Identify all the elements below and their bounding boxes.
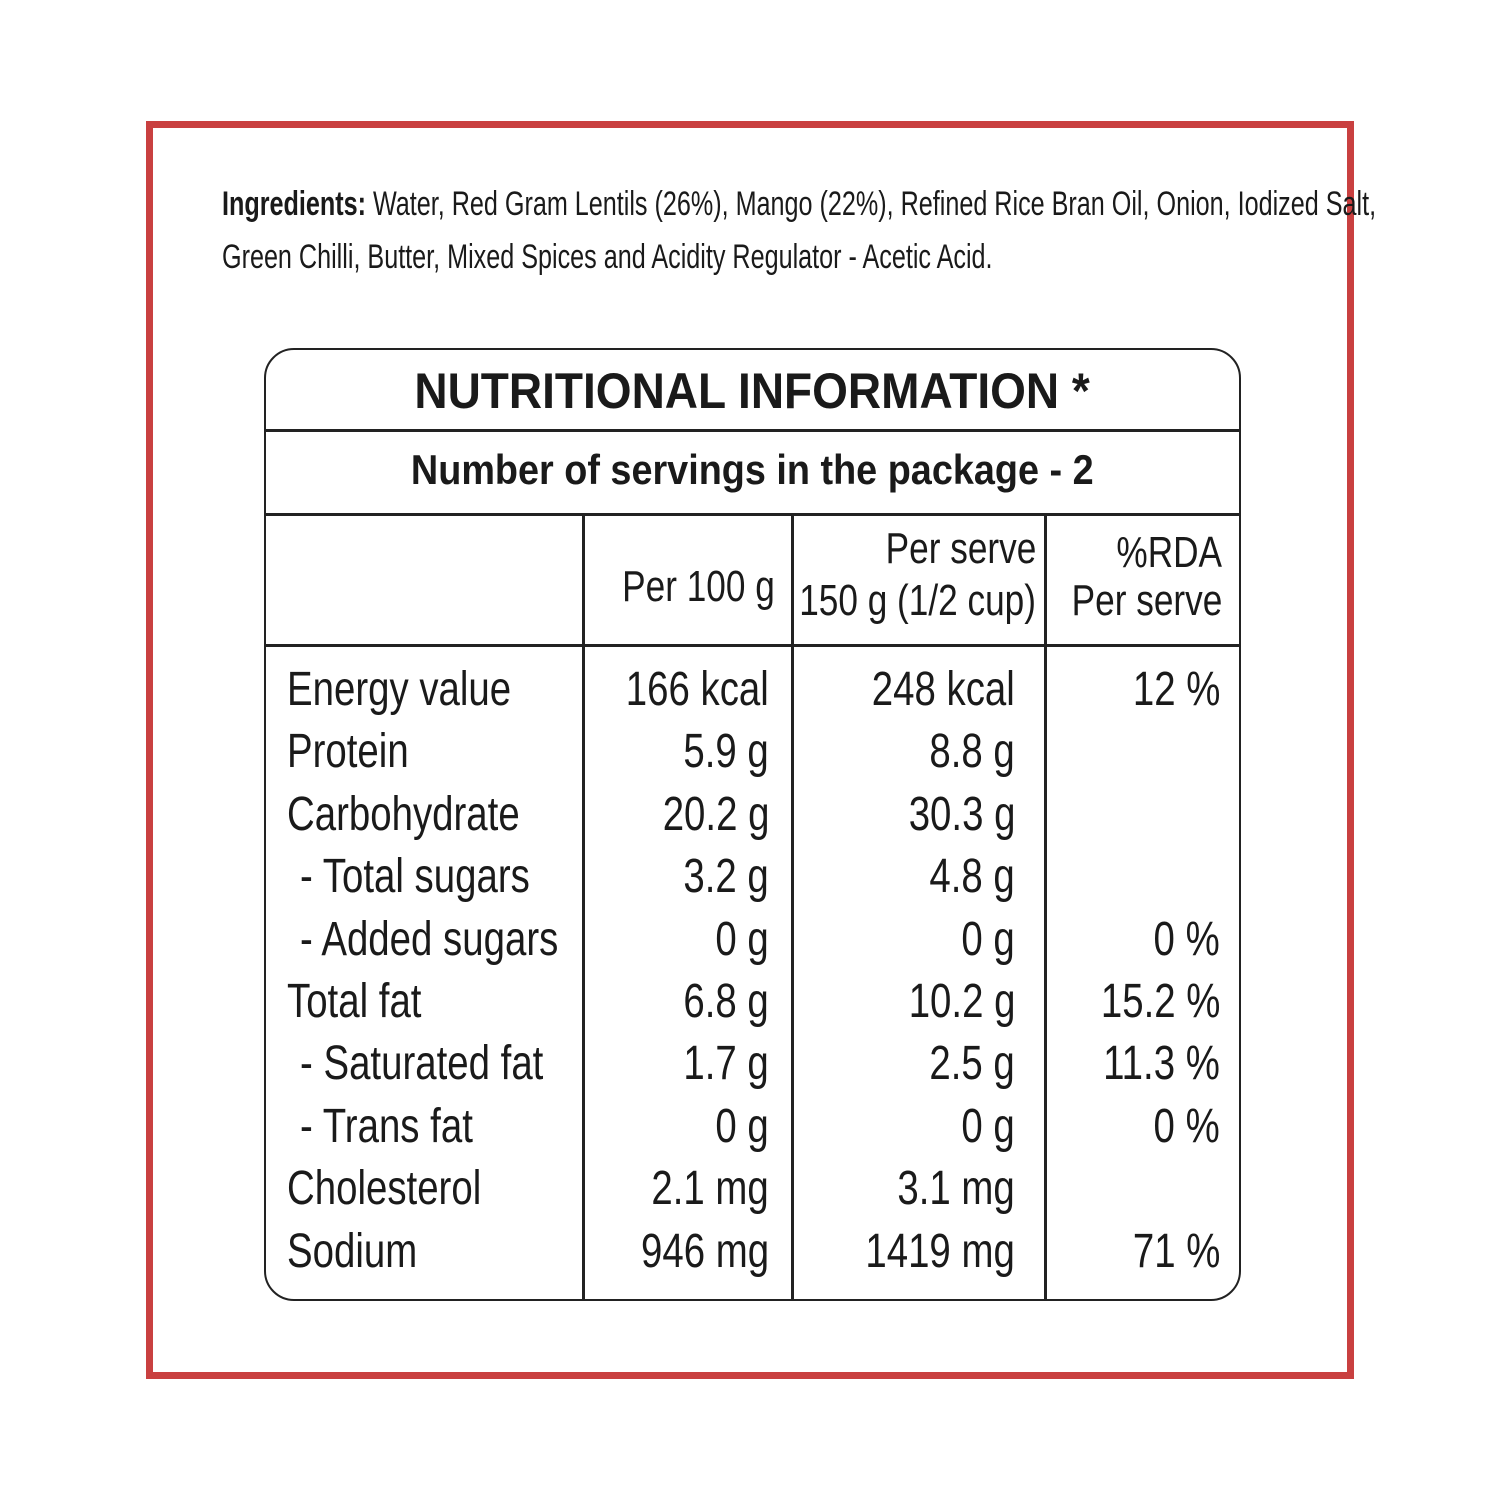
value-per-serve: 248 kcal [871, 663, 1015, 716]
value-per-serve: 3.1 mg [897, 1162, 1015, 1216]
value-per-serve: 2.5 g [929, 1037, 1015, 1091]
value-per-serve: 10.2 g [908, 975, 1015, 1028]
ingredients-line-2: Green Chilli, Butter, Mixed Spices and A… [222, 238, 993, 276]
nutrient-name: Carbohydrate [287, 787, 520, 841]
value-per-100g: 2.1 mg [651, 1162, 769, 1216]
value-per-100g: 3.2 g [683, 850, 769, 904]
value-rda: 0 % [1153, 912, 1220, 966]
value-per-100g: 0 g [715, 1099, 769, 1153]
value-per-100g: 1.7 g [683, 1037, 769, 1091]
value-rda: 0 % [1153, 1099, 1220, 1153]
nutrition-title: NUTRITIONAL INFORMATION * [414, 363, 1091, 419]
value-per-serve: 0 g [961, 1099, 1015, 1153]
value-rda: 11.3 % [1103, 1037, 1220, 1091]
servings-text: Number of servings in the package - 2 [411, 446, 1094, 493]
divider [266, 644, 1239, 647]
value-per-100g: 946 mg [640, 1224, 769, 1278]
nutrient-name: Energy value [287, 663, 512, 716]
nutrient-name: Cholesterol [287, 1162, 482, 1216]
value-per-100g: 5.9 g [683, 725, 769, 779]
value-per-100g: 6.8 g [683, 975, 769, 1028]
nutrient-name: Total fat [287, 975, 422, 1028]
ingredients-line-1: Water, Red Gram Lentils (26%), Mango (22… [365, 185, 1377, 223]
value-per-serve: 4.8 g [929, 850, 1015, 904]
value-per-serve: 30.3 g [908, 787, 1015, 841]
value-per-serve: 1419 mg [865, 1224, 1015, 1278]
value-rda: 15.2 % [1100, 975, 1220, 1028]
header-rda: %RDA [1116, 528, 1222, 577]
divider [266, 513, 1239, 516]
divider [266, 429, 1239, 432]
column-divider [1044, 514, 1047, 1299]
nutrition-table: NUTRITIONAL INFORMATION * Number of serv… [264, 348, 1241, 1301]
value-per-serve: 0 g [961, 912, 1015, 966]
nutrient-name: - Total sugars [300, 850, 530, 904]
nutrient-name: - Saturated fat [300, 1037, 544, 1091]
ingredients-label: Ingredients: [222, 185, 366, 223]
value-per-100g: 166 kcal [625, 663, 769, 716]
header-per-serve: Per serve [885, 524, 1036, 573]
nutrient-name: - Trans fat [300, 1099, 473, 1153]
nutrient-name: Protein [287, 725, 409, 779]
column-divider [791, 514, 794, 1299]
ingredients-text: Ingredients: Water, Red Gram Lentils (26… [222, 178, 1376, 284]
value-per-serve: 8.8 g [929, 725, 1015, 779]
value-per-100g: 0 g [715, 912, 769, 966]
header-per-100g: Per 100 g [622, 562, 775, 611]
nutrient-name: Sodium [287, 1224, 418, 1278]
value-per-100g: 20.2 g [662, 787, 769, 841]
value-rda: 12 % [1132, 663, 1220, 716]
value-rda: 71 % [1132, 1224, 1220, 1278]
column-divider [582, 514, 585, 1299]
nutrient-name: - Added sugars [300, 912, 559, 966]
header-serve-size: 150 g (1/2 cup) [799, 576, 1036, 625]
header-rda-per-serve: Per serve [1071, 576, 1222, 625]
red-border-frame [146, 121, 1354, 1379]
